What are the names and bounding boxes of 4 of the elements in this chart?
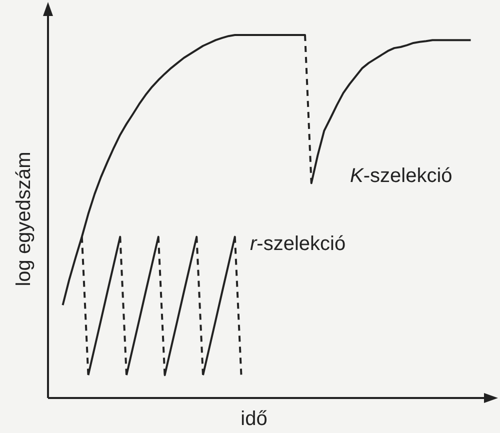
series-label: r-szelekció — [250, 233, 346, 255]
y-axis-title: log egyedszám — [13, 152, 35, 286]
x-axis-title: idő — [240, 408, 268, 430]
series-label: K-szelekció — [350, 165, 452, 187]
